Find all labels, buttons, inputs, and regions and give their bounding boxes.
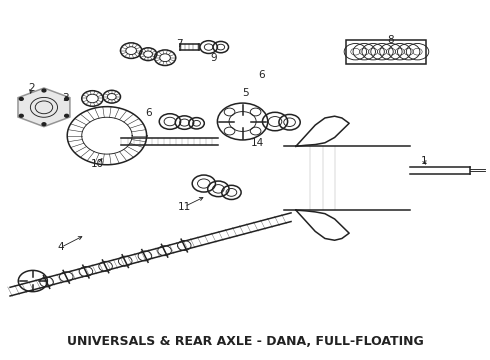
Text: 1: 1 — [421, 156, 428, 166]
Text: 4: 4 — [58, 242, 64, 252]
Text: 9: 9 — [210, 53, 217, 63]
Circle shape — [42, 123, 46, 126]
Text: UNIVERSALS & REAR AXLE - DANA, FULL-FLOATING: UNIVERSALS & REAR AXLE - DANA, FULL-FLOA… — [67, 335, 423, 348]
Text: 8: 8 — [387, 35, 393, 45]
Bar — [346, 40, 426, 64]
Text: 10: 10 — [91, 159, 104, 169]
Text: 5: 5 — [242, 88, 248, 98]
Polygon shape — [18, 88, 70, 127]
Circle shape — [20, 98, 23, 100]
Text: 14: 14 — [250, 138, 264, 148]
Circle shape — [65, 114, 69, 117]
Text: 2: 2 — [28, 83, 35, 93]
Text: 6: 6 — [145, 108, 151, 118]
Text: 7: 7 — [176, 39, 183, 49]
Circle shape — [42, 89, 46, 92]
Text: 3: 3 — [62, 94, 69, 103]
Circle shape — [65, 98, 69, 100]
Text: 11: 11 — [178, 202, 191, 212]
Circle shape — [20, 114, 23, 117]
Text: 6: 6 — [259, 71, 265, 80]
